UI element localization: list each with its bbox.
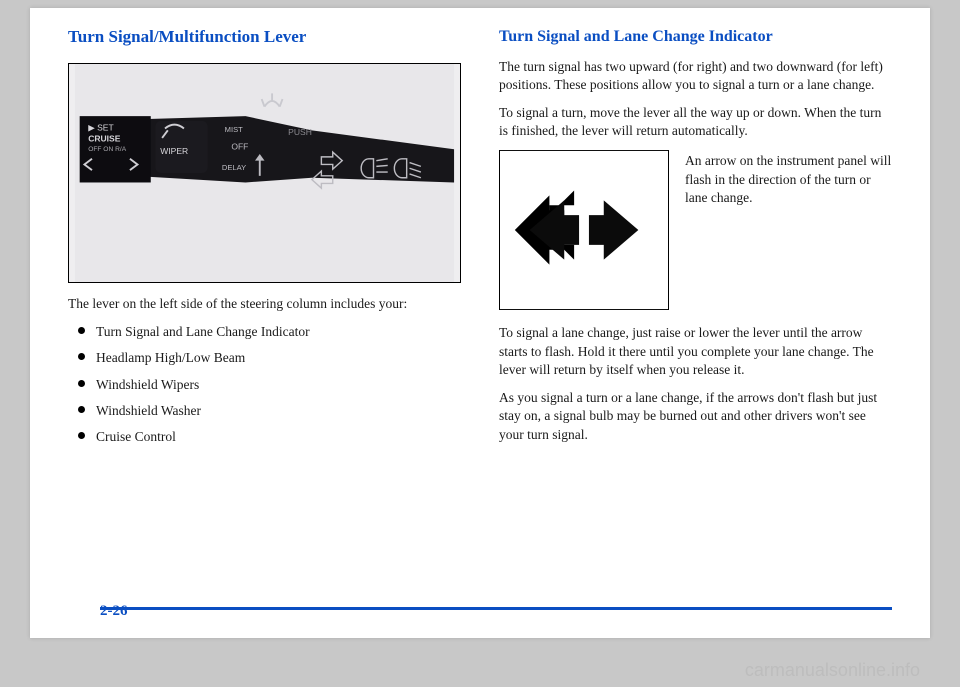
svg-text:OFF: OFF [231,141,248,151]
feature-list: Turn Signal and Lane Change Indicator He… [78,323,461,446]
list-item: Windshield Washer [78,402,461,420]
bottom-watermark: carmanualsonline.info [745,660,920,681]
svg-text:PUSH: PUSH [288,127,312,137]
right-p4: As you signal a turn or a lane change, i… [499,389,892,444]
arrow-caption: An arrow on the instrument panel will fl… [685,150,892,207]
list-item: Turn Signal and Lane Change Indicator [78,323,461,341]
right-p2: To signal a turn, move the lever all the… [499,104,892,140]
right-heading: Turn Signal and Lane Change Indicator [499,26,892,48]
list-item: Windshield Wipers [78,376,461,394]
svg-text:WIPER: WIPER [160,146,188,156]
left-heading: Turn Signal/Multifunction Lever [68,26,461,49]
lever-svg: ▶ SET CRUISE OFF ON R/A WIPER MIST OFF D… [69,64,460,282]
content-columns: Turn Signal/Multifunction Lever ▶ SET CR… [68,26,892,454]
left-intro: The lever on the left side of the steeri… [68,295,461,313]
right-p1: The turn signal has two upward (for righ… [499,58,892,94]
svg-text:CRUISE: CRUISE [88,134,120,144]
svg-text:OFF ON R/A: OFF ON R/A [88,146,126,153]
page-number: 2-26 [100,603,128,620]
manual-page: ProCarManuals.com Turn Signal/Multifunct… [30,8,930,638]
list-item: Headlamp High/Low Beam [78,349,461,367]
footer-rule [100,607,892,610]
left-column: Turn Signal/Multifunction Lever ▶ SET CR… [68,26,461,454]
right-p3: To signal a lane change, just raise or l… [499,324,892,379]
arrow-block: An arrow on the instrument panel will fl… [499,150,892,310]
svg-text:▶ SET: ▶ SET [88,122,113,132]
lever-illustration: ▶ SET CRUISE OFF ON R/A WIPER MIST OFF D… [68,63,461,283]
arrows-svg [500,150,668,310]
arrow-illustration [499,150,669,310]
svg-text:MIST: MIST [225,125,243,134]
list-item: Cruise Control [78,428,461,446]
svg-text:DELAY: DELAY [222,163,246,172]
right-column: Turn Signal and Lane Change Indicator Th… [499,26,892,454]
